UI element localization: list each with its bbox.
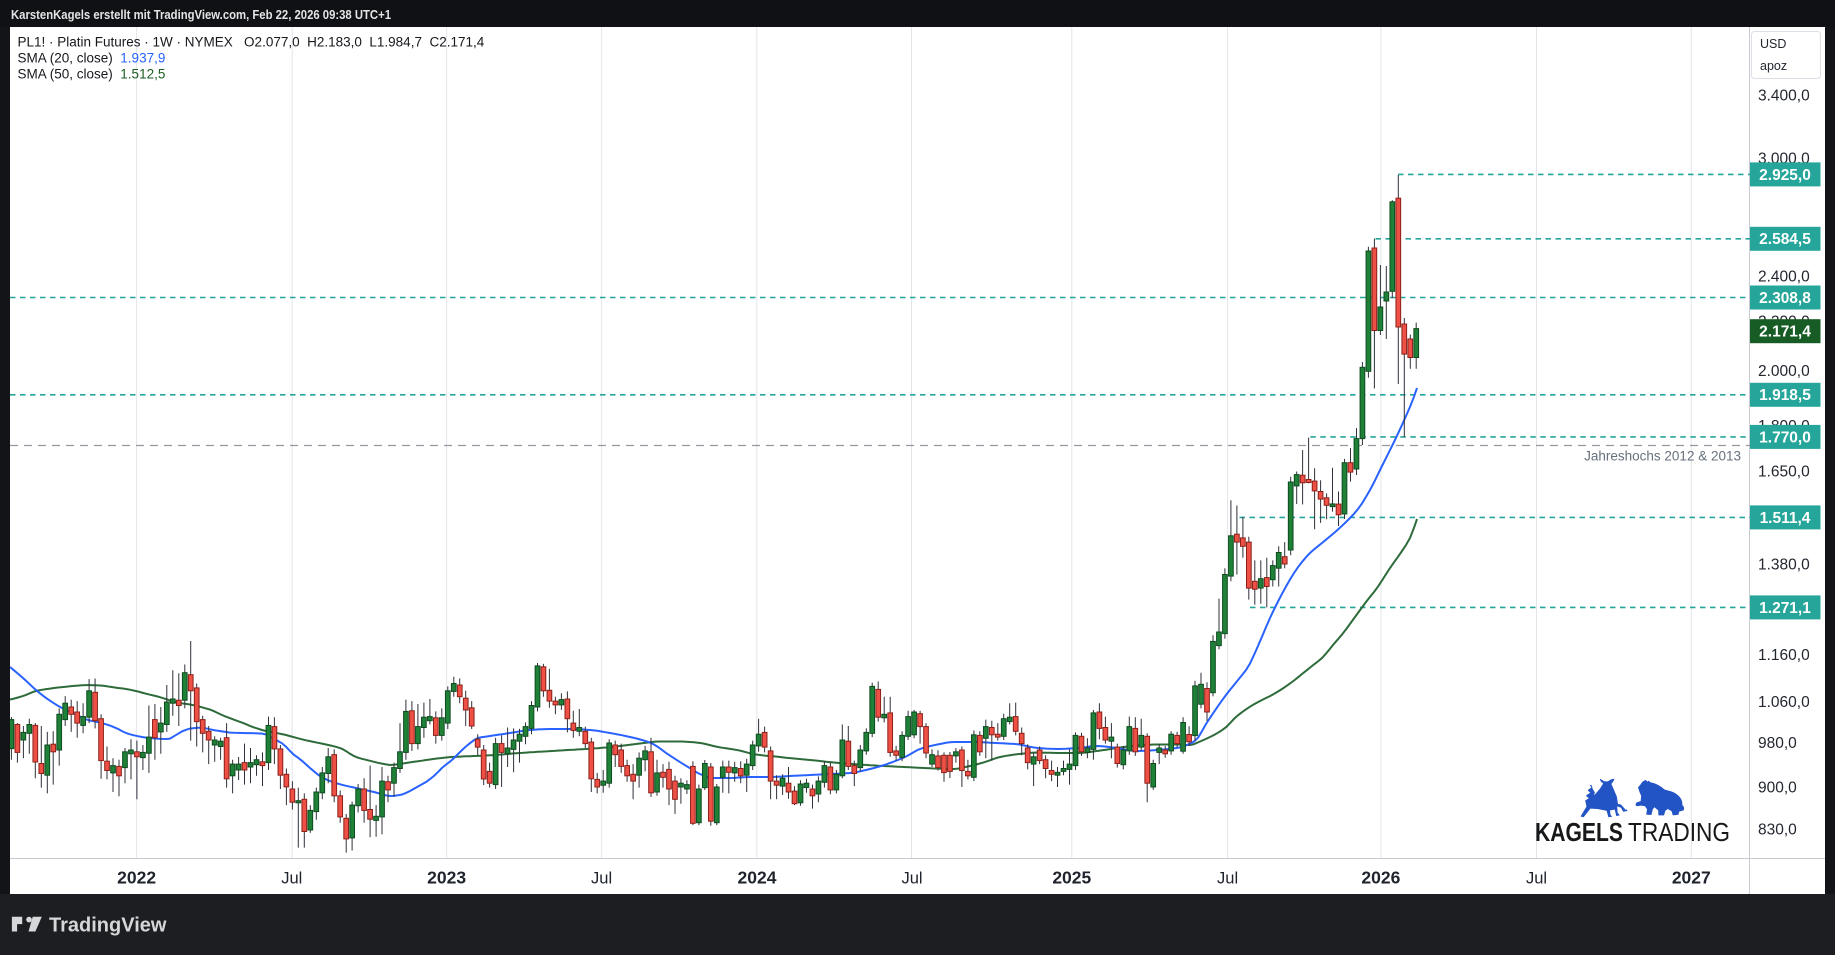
svg-text:900,0: 900,0 xyxy=(1758,779,1797,796)
svg-text:1.918,5: 1.918,5 xyxy=(1759,387,1811,404)
svg-text:2022: 2022 xyxy=(117,868,156,888)
svg-text:KarstenKagels erstellt mit Tra: KarstenKagels erstellt mit TradingView.c… xyxy=(11,7,391,22)
svg-text:2.308,8: 2.308,8 xyxy=(1759,290,1811,307)
svg-text:2027: 2027 xyxy=(1672,868,1711,888)
svg-text:2024: 2024 xyxy=(738,868,777,888)
svg-text:PL1! · Platin Futures · 1W · N: PL1! · Platin Futures · 1W · NYMEX O2.07… xyxy=(18,35,485,50)
svg-text:TradingView: TradingView xyxy=(49,915,167,937)
svg-text:Jahreshochs 2012 & 2013: Jahreshochs 2012 & 2013 xyxy=(1584,449,1741,464)
svg-text:Jul: Jul xyxy=(1526,870,1547,888)
svg-text:2.400,0: 2.400,0 xyxy=(1758,268,1810,285)
svg-text:1.650,0: 1.650,0 xyxy=(1758,463,1810,480)
svg-text:apoz: apoz xyxy=(1760,59,1787,73)
svg-text:Jul: Jul xyxy=(281,870,302,888)
svg-text:1.060,0: 1.060,0 xyxy=(1758,694,1810,711)
svg-text:2.171,4: 2.171,4 xyxy=(1759,324,1811,341)
svg-text:2.925,0: 2.925,0 xyxy=(1759,167,1811,184)
svg-text:1.271,1: 1.271,1 xyxy=(1759,600,1811,617)
svg-text:Jul: Jul xyxy=(901,870,922,888)
svg-text:2.584,5: 2.584,5 xyxy=(1759,231,1811,248)
svg-text:TRADING: TRADING xyxy=(1628,817,1730,847)
svg-text:2025: 2025 xyxy=(1052,868,1091,888)
svg-text:1.770,0: 1.770,0 xyxy=(1759,429,1811,446)
svg-text:SMA (50, close) 1.512,5: SMA (50, close) 1.512,5 xyxy=(18,67,166,82)
svg-text:KAGELS: KAGELS xyxy=(1535,817,1623,847)
svg-text:3.400,0: 3.400,0 xyxy=(1758,87,1810,104)
svg-text:1.160,0: 1.160,0 xyxy=(1758,647,1810,664)
svg-text:830,0: 830,0 xyxy=(1758,822,1797,839)
svg-text:Jul: Jul xyxy=(1217,870,1238,888)
svg-text:2.000,0: 2.000,0 xyxy=(1758,363,1810,380)
svg-text:2023: 2023 xyxy=(427,868,466,888)
svg-text:980,0: 980,0 xyxy=(1758,735,1797,752)
svg-text:Jul: Jul xyxy=(591,870,612,888)
svg-text:1.380,0: 1.380,0 xyxy=(1758,557,1810,574)
svg-text:USD: USD xyxy=(1760,37,1786,51)
svg-text:1.511,4: 1.511,4 xyxy=(1760,510,1811,527)
svg-text:2026: 2026 xyxy=(1361,868,1400,888)
svg-text:SMA (20, close) 1.937,9: SMA (20, close) 1.937,9 xyxy=(18,51,166,66)
